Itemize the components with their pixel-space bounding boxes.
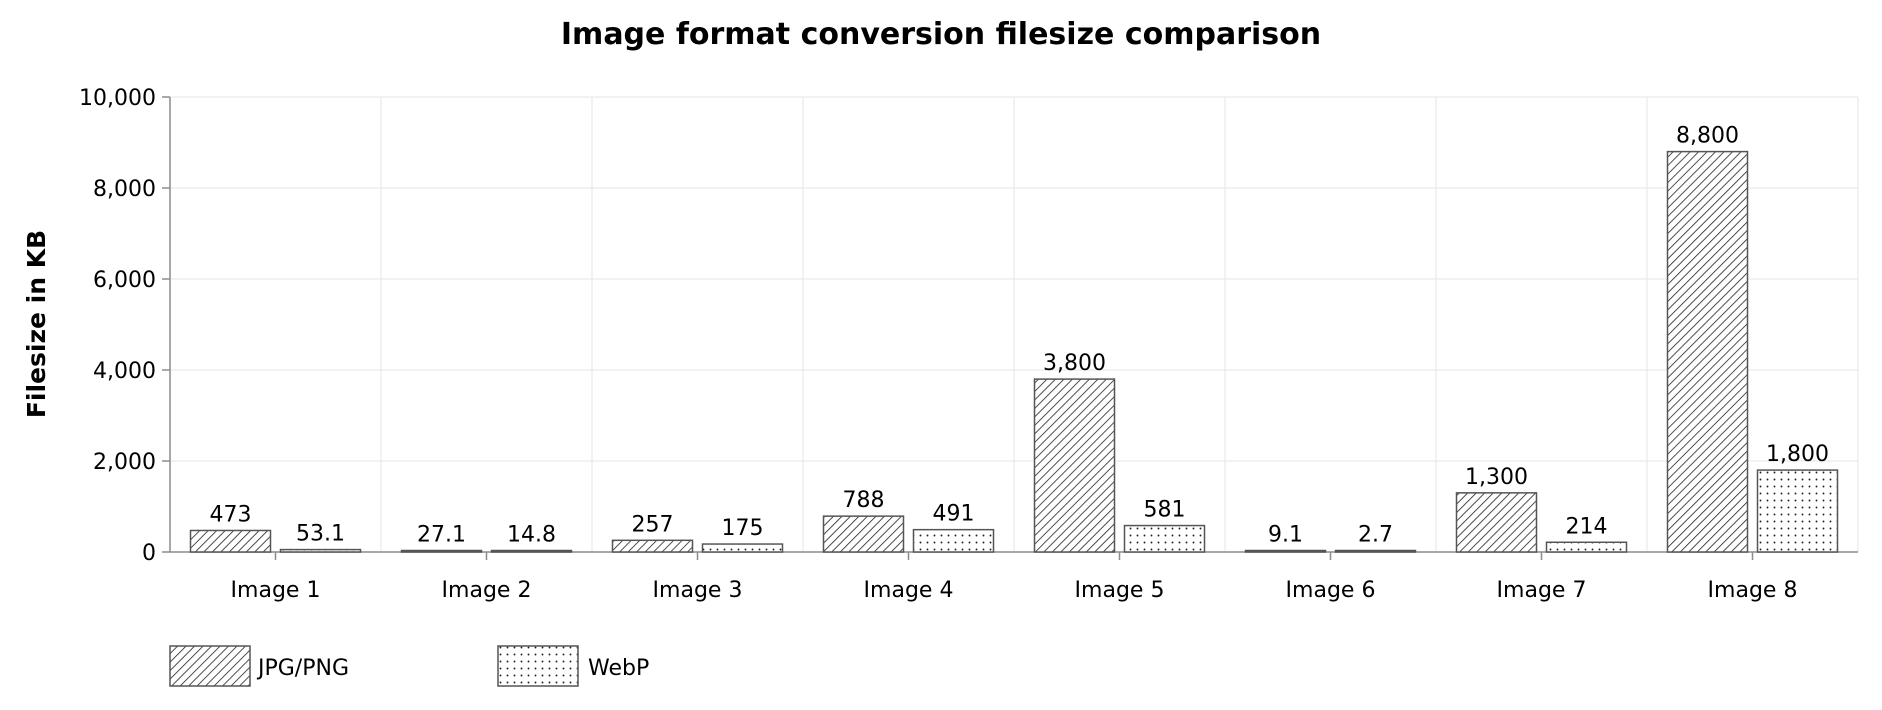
bar-jpg-png <box>822 515 905 553</box>
bar-jpg-png <box>611 539 694 553</box>
legend: JPG/PNG WebP <box>169 645 649 687</box>
y-tick-label: 6,000 <box>93 268 156 293</box>
y-tick-label: 10,000 <box>79 86 156 111</box>
y-tick-label: 8,000 <box>93 177 156 202</box>
x-tick-label: Image 2 <box>442 578 532 603</box>
bar-jpg-png <box>189 529 272 553</box>
data-label: 581 <box>1144 498 1186 523</box>
x-tick-label: Image 3 <box>653 578 743 603</box>
data-label: 175 <box>722 516 764 541</box>
bar-webp <box>1545 541 1628 553</box>
x-tick-label: Image 8 <box>1708 578 1798 603</box>
axes: 0 2,000 4,000 6,000 8,000 10,000 Image 1 Image … <box>79 86 1858 603</box>
bar-jpg-png <box>1033 378 1116 553</box>
data-label: 257 <box>632 512 674 537</box>
bar-jpg-png <box>1455 492 1538 553</box>
x-tick-label: Image 5 <box>1075 578 1165 603</box>
bar-webp <box>1123 524 1206 553</box>
x-tick-label: Image 6 <box>1286 578 1376 603</box>
legend-label-webp: WebP <box>588 656 649 681</box>
bar-webp <box>279 548 362 553</box>
data-label: 214 <box>1566 514 1608 539</box>
bar-webp <box>1756 469 1839 553</box>
y-tick-label: 4,000 <box>93 359 156 384</box>
bar-jpg-png <box>400 549 483 553</box>
data-label: 53.1 <box>296 522 345 547</box>
chart-title: Image format conversion filesize compari… <box>561 17 1321 52</box>
data-label: 14.8 <box>507 523 556 548</box>
bar-jpg-png <box>1244 549 1327 553</box>
y-tick-label: 2,000 <box>93 450 156 475</box>
data-label: 2.7 <box>1358 523 1393 548</box>
data-label: 27.1 <box>417 523 466 548</box>
data-label: 491 <box>933 502 975 527</box>
data-labels: 473 27.1 257 788 3,800 9.1 1,300 8,800 53.1 14.8 1… <box>210 124 1829 548</box>
bar-jpg-png <box>1666 150 1749 553</box>
legend-label-jpg-png: JPG/PNG <box>256 656 349 681</box>
legend-swatch-webp <box>497 645 579 687</box>
data-label: 473 <box>210 502 252 527</box>
y-axis-title: Filesize in KB <box>22 230 51 418</box>
bars <box>189 150 1839 553</box>
bar-webp <box>912 528 995 553</box>
grid-lines <box>170 96 1859 552</box>
bar-webp <box>490 549 573 553</box>
y-tick-label: 0 <box>142 541 156 566</box>
bar-webp <box>1334 549 1417 553</box>
bar-webp <box>701 543 784 553</box>
data-label: 1,800 <box>1766 442 1829 467</box>
x-tick-label: Image 4 <box>864 578 954 603</box>
data-label: 9.1 <box>1268 523 1303 548</box>
x-tick-label: Image 1 <box>231 578 321 603</box>
data-label: 1,300 <box>1465 465 1528 490</box>
data-label: 788 <box>843 488 885 513</box>
data-label: 8,800 <box>1676 124 1739 149</box>
x-tick-label: Image 7 <box>1497 578 1587 603</box>
data-label: 3,800 <box>1043 351 1106 376</box>
legend-swatch-jpg-png <box>169 645 251 687</box>
